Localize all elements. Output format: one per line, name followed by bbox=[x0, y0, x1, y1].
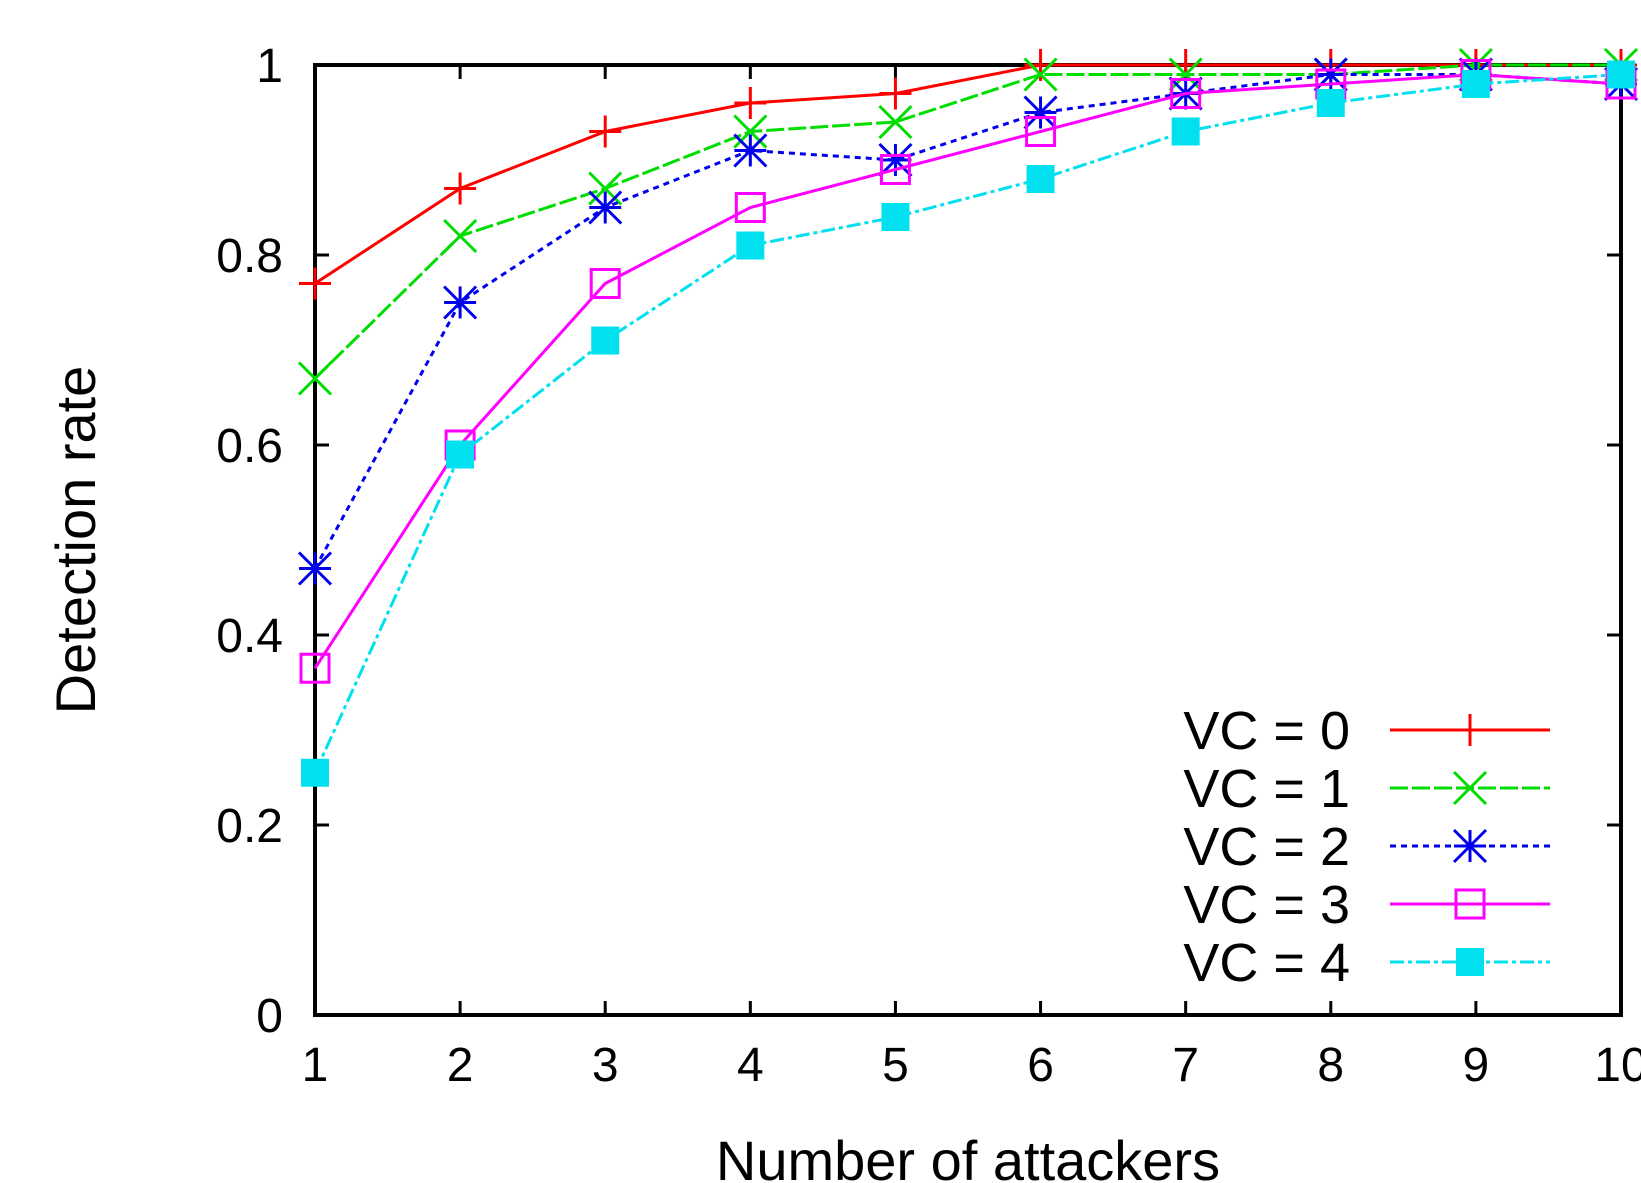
data-point bbox=[588, 190, 623, 225]
series-4 bbox=[301, 60, 1635, 787]
data-point bbox=[591, 326, 620, 355]
legend: VC = 0VC = 1VC = 2VC = 3VC = 4 bbox=[1183, 701, 1550, 993]
data-point bbox=[733, 133, 768, 168]
data-point bbox=[299, 267, 331, 300]
legend-item: VC = 3 bbox=[1183, 875, 1550, 935]
legend-item: VC = 2 bbox=[1183, 817, 1550, 877]
x-tick-label: 2 bbox=[447, 1039, 474, 1092]
series-0 bbox=[299, 49, 1637, 300]
data-point bbox=[1023, 57, 1058, 92]
data-point bbox=[878, 104, 913, 140]
series-2 bbox=[297, 57, 1639, 586]
x-axis-label: Number of attackers bbox=[716, 1129, 1220, 1183]
x-tick-label: 7 bbox=[1172, 1039, 1199, 1092]
data-point bbox=[297, 551, 333, 586]
data-point bbox=[1316, 89, 1345, 117]
data-point bbox=[1025, 116, 1057, 147]
data-point bbox=[443, 218, 478, 254]
data-point bbox=[879, 154, 911, 185]
data-point bbox=[444, 172, 477, 205]
data-point bbox=[588, 171, 623, 206]
data-point bbox=[878, 142, 913, 178]
data-point bbox=[301, 758, 329, 787]
data-point bbox=[589, 115, 622, 148]
x-tick-label: 9 bbox=[1463, 1039, 1490, 1092]
x-tick-label: 5 bbox=[882, 1039, 909, 1092]
legend-label: VC = 1 bbox=[1183, 759, 1350, 819]
plot-frame bbox=[313, 63, 1623, 1017]
series-line bbox=[314, 63, 1621, 285]
data-point bbox=[297, 361, 333, 396]
data-point bbox=[589, 268, 621, 299]
y-tick-label: 0.6 bbox=[216, 420, 283, 473]
data-point bbox=[446, 440, 475, 469]
series-line bbox=[313, 73, 1622, 774]
y-tick-label: 0.2 bbox=[216, 800, 283, 853]
series-line bbox=[313, 63, 1621, 380]
x-tick-label: 3 bbox=[592, 1039, 619, 1092]
legend-label: VC = 2 bbox=[1183, 817, 1350, 877]
data-point bbox=[1170, 78, 1202, 109]
legend-label: VC = 4 bbox=[1183, 933, 1350, 993]
data-point bbox=[1026, 165, 1055, 193]
data-point bbox=[881, 203, 910, 231]
series-group bbox=[297, 47, 1639, 787]
data-point bbox=[736, 231, 765, 260]
legend-item: VC = 4 bbox=[1183, 933, 1550, 993]
series-3 bbox=[299, 59, 1637, 684]
axis-ticks: 1 2 3 4 5 6 7 8 9 10 0 0.2 0.4 0.6 0.8 1 bbox=[216, 40, 1641, 1092]
y-tick-label: 1 bbox=[256, 40, 283, 93]
data-point bbox=[733, 114, 768, 149]
x-tick-label: 4 bbox=[737, 1039, 764, 1092]
data-point bbox=[734, 192, 766, 223]
legend-marker bbox=[1454, 714, 1486, 746]
x-tick-label: 1 bbox=[302, 1039, 329, 1092]
x-tick-label: 10 bbox=[1594, 1039, 1641, 1092]
series-1 bbox=[297, 47, 1639, 396]
data-point bbox=[1461, 70, 1490, 98]
data-point bbox=[1313, 57, 1348, 92]
data-point bbox=[1171, 117, 1200, 146]
data-point bbox=[879, 77, 912, 110]
y-tick-label: 0.4 bbox=[216, 610, 283, 663]
data-point bbox=[1023, 95, 1058, 130]
legend-marker bbox=[1452, 828, 1488, 864]
y-axis-label: Detection rate bbox=[44, 366, 107, 715]
y-tick-label: 0.8 bbox=[216, 230, 283, 283]
legend-marker bbox=[1456, 948, 1484, 976]
data-point bbox=[443, 285, 478, 320]
legend-label: VC = 3 bbox=[1183, 875, 1350, 935]
legend-marker bbox=[1452, 770, 1488, 806]
legend-item: VC = 0 bbox=[1183, 701, 1550, 761]
x-tick-label: 6 bbox=[1027, 1039, 1054, 1092]
legend-item: VC = 1 bbox=[1183, 759, 1550, 819]
data-point bbox=[1168, 57, 1203, 92]
legend-label: VC = 0 bbox=[1183, 701, 1350, 761]
y-tick-label: 0 bbox=[256, 990, 283, 1043]
data-point bbox=[1607, 60, 1635, 89]
x-tick-label: 8 bbox=[1317, 1039, 1344, 1092]
data-point bbox=[734, 87, 767, 119]
series-line bbox=[313, 72, 1622, 670]
data-point bbox=[299, 652, 331, 684]
legend-marker bbox=[1454, 888, 1486, 920]
series-line bbox=[313, 73, 1622, 570]
